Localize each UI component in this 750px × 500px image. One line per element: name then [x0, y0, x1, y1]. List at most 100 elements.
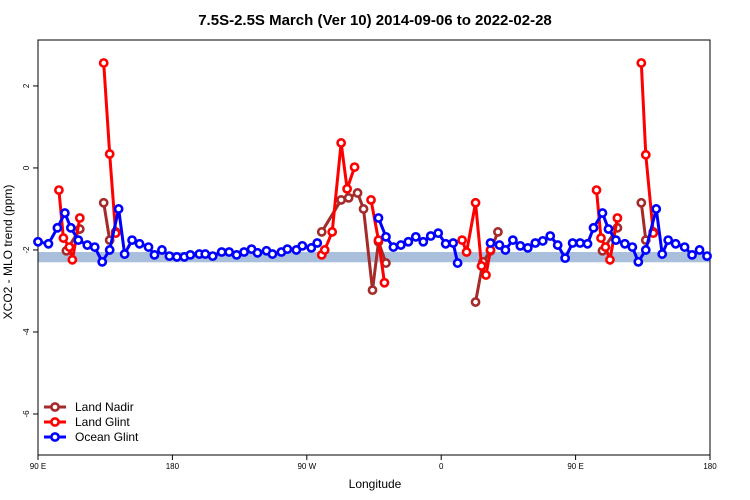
- point: [425, 231, 436, 241]
- point: [224, 247, 235, 257]
- point: [493, 227, 503, 237]
- legend-marker: [50, 402, 60, 412]
- point: [282, 244, 293, 255]
- reference-band: [38, 252, 710, 263]
- point: [470, 197, 481, 208]
- point: [200, 249, 211, 259]
- point: [470, 297, 481, 307]
- point: [388, 242, 399, 252]
- point: [481, 270, 491, 280]
- point: [373, 235, 384, 246]
- point: [216, 247, 227, 257]
- point: [231, 249, 242, 260]
- point: [343, 192, 354, 203]
- legend-label: Ocean Glint: [75, 430, 139, 444]
- legend-label: Land Nadir: [75, 400, 134, 414]
- point: [611, 235, 621, 246]
- point: [687, 249, 697, 260]
- plot-frame: [37, 39, 711, 456]
- point: [43, 238, 54, 249]
- point: [694, 245, 705, 255]
- point: [97, 256, 108, 267]
- point: [448, 238, 459, 248]
- point: [461, 247, 472, 257]
- point: [530, 238, 541, 248]
- y-tick-label: -2: [22, 246, 31, 254]
- point: [64, 242, 75, 252]
- point: [89, 242, 100, 252]
- point: [98, 58, 109, 68]
- point: [134, 238, 145, 249]
- point: [352, 188, 363, 198]
- point: [507, 235, 518, 246]
- point: [500, 245, 511, 255]
- point: [185, 249, 196, 260]
- legend-marker: [50, 432, 60, 442]
- point: [600, 242, 611, 252]
- point: [567, 238, 578, 248]
- point: [582, 238, 593, 249]
- point: [373, 213, 384, 223]
- x-tick-label: 180: [166, 462, 180, 471]
- point: [657, 249, 668, 259]
- point: [679, 242, 690, 252]
- x-axis-label: Longitude: [349, 477, 402, 491]
- point: [515, 240, 526, 251]
- point: [403, 236, 414, 247]
- point: [336, 138, 347, 148]
- point: [113, 204, 124, 214]
- point: [239, 247, 249, 257]
- point: [633, 256, 644, 267]
- point: [127, 235, 137, 246]
- point: [358, 204, 369, 214]
- point: [619, 238, 630, 249]
- point: [171, 252, 182, 262]
- point: [591, 185, 602, 195]
- point: [164, 251, 175, 262]
- point: [207, 251, 218, 262]
- point: [702, 251, 712, 262]
- point: [342, 183, 353, 194]
- point: [452, 258, 463, 268]
- y-axis-label: XCO2 - MLO trend (ppm): [1, 185, 15, 320]
- x-tick-label: 0: [439, 462, 444, 471]
- point: [433, 228, 444, 239]
- point: [327, 227, 338, 237]
- point: [119, 249, 130, 259]
- point: [651, 204, 662, 214]
- point: [663, 235, 674, 246]
- point: [67, 254, 78, 265]
- point: [312, 238, 323, 248]
- point: [636, 197, 647, 208]
- point: [297, 240, 308, 251]
- point: [74, 213, 85, 223]
- x-tick-label: 180: [703, 462, 717, 471]
- point: [379, 277, 390, 288]
- x-tick-label: 90 E: [30, 462, 46, 471]
- point: [612, 213, 623, 223]
- point: [367, 285, 378, 296]
- point: [552, 240, 563, 250]
- point: [597, 208, 608, 218]
- point: [640, 149, 651, 160]
- x-tick-label: 90 W: [297, 462, 316, 471]
- point: [381, 231, 391, 242]
- point: [457, 235, 468, 246]
- point: [316, 227, 327, 237]
- point: [636, 58, 647, 68]
- point: [306, 243, 317, 253]
- point: [54, 185, 64, 195]
- point: [410, 231, 421, 242]
- point: [588, 222, 599, 233]
- point: [575, 238, 585, 248]
- point: [58, 233, 69, 243]
- point: [349, 162, 360, 173]
- point: [522, 243, 533, 253]
- point: [104, 149, 115, 159]
- point: [82, 240, 93, 250]
- point: [418, 236, 429, 247]
- point: [603, 224, 614, 234]
- x-tick-label: 90 E: [567, 462, 583, 471]
- point: [627, 242, 638, 252]
